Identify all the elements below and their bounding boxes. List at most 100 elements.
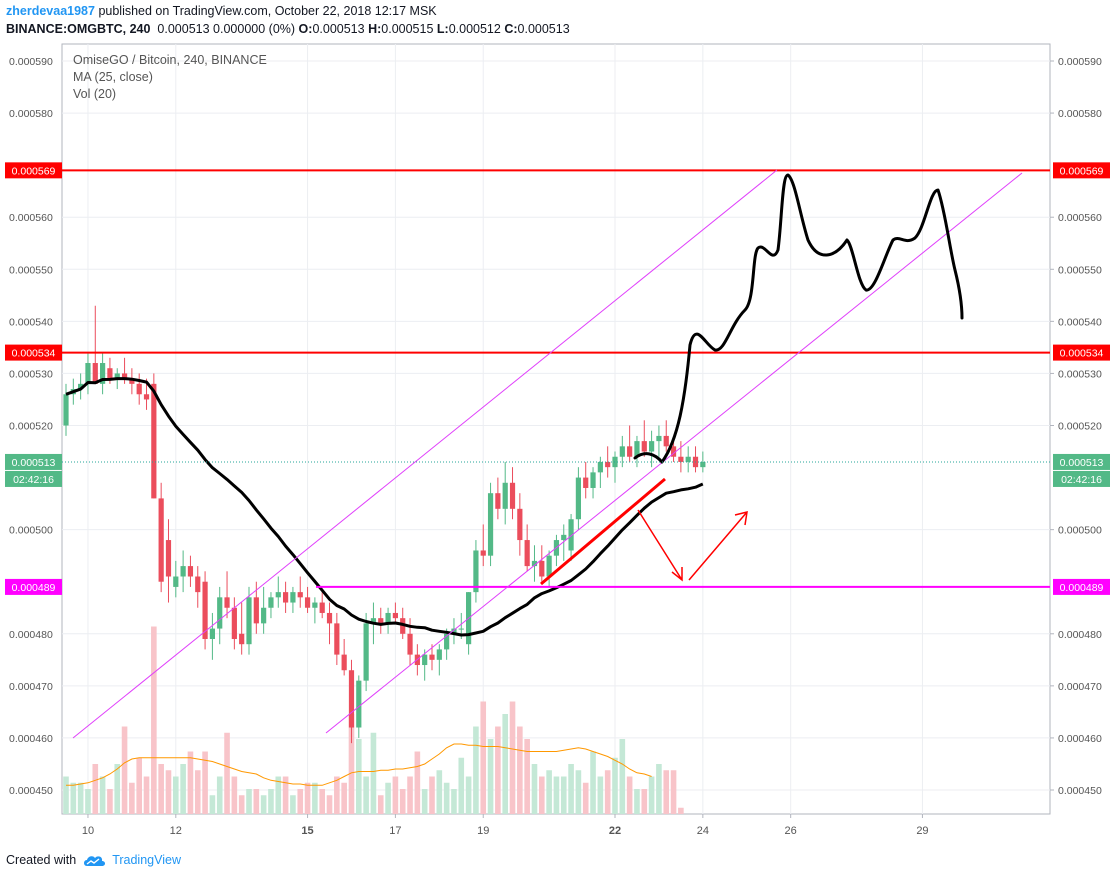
candle-body	[370, 618, 377, 624]
candle-body	[63, 394, 69, 426]
candle-body	[663, 435, 669, 447]
candle-body	[444, 633, 450, 650]
candle-body	[239, 633, 245, 645]
candle	[575, 467, 581, 530]
candle	[605, 446, 611, 478]
volume-bar	[473, 726, 479, 814]
volume-bar	[216, 776, 223, 814]
tag-support-right: 0.000489	[1053, 578, 1110, 595]
volume-bar	[202, 751, 208, 814]
candle	[495, 477, 501, 520]
candle	[634, 435, 640, 468]
x-tick-label: 15	[301, 825, 313, 837]
candle	[319, 592, 325, 619]
candle	[348, 659, 355, 744]
volume-bar	[560, 776, 567, 814]
volume-ma-line	[66, 743, 652, 786]
candle-body	[275, 592, 281, 598]
tag-countdown-left-text: 02:42:16	[13, 474, 54, 486]
candle-body	[656, 435, 662, 442]
volume-bar	[641, 789, 648, 814]
candle-body	[283, 592, 289, 603]
tag-countdown-right-bg	[1053, 470, 1110, 487]
candle-body	[78, 383, 84, 390]
x-tick-label: 22	[609, 825, 621, 837]
volume-bar	[63, 776, 69, 814]
volume-bar	[297, 789, 304, 814]
volume-bar	[480, 701, 487, 814]
candle	[187, 555, 194, 587]
candle-body	[407, 633, 413, 655]
volume-bar	[421, 789, 428, 814]
arrow-down	[637, 509, 683, 582]
candle-body	[605, 461, 611, 468]
volume-bar	[575, 770, 582, 814]
volume-bar	[136, 757, 142, 814]
y-tick-label-left: 0.000550	[9, 264, 53, 276]
candle	[136, 373, 142, 405]
volume-bar	[553, 776, 560, 814]
candle	[700, 451, 706, 473]
publish-line: zherdevaa1987 published on TradingView.c…	[6, 4, 437, 18]
candle	[583, 461, 589, 499]
candle	[239, 602, 245, 655]
candle	[539, 545, 545, 582]
y-tick-label-left: 0.000560	[9, 212, 53, 224]
candle	[561, 524, 567, 561]
candle-body	[378, 618, 384, 624]
volume-bar	[70, 782, 77, 814]
candle-body	[385, 612, 391, 624]
candle	[268, 592, 274, 619]
arrow-up	[688, 510, 748, 581]
author-link[interactable]: zherdevaa1987	[6, 4, 95, 18]
forecast-path	[633, 173, 964, 464]
volume-bar	[180, 764, 186, 814]
candle-body	[495, 493, 501, 509]
tradingview-brand[interactable]: TradingView	[82, 853, 181, 867]
tag-resistance-top-left: 0.000569	[5, 162, 62, 179]
y-tick-label-right: 0.000450	[1058, 785, 1102, 797]
volume-bar	[319, 789, 325, 814]
channel-lower	[325, 172, 1023, 734]
volume-bar	[487, 739, 494, 814]
candle	[509, 467, 516, 520]
volume-bar	[85, 789, 91, 814]
volume-bar	[143, 776, 150, 814]
volume-bar	[546, 770, 552, 814]
y-tick-label-left: 0.000500	[9, 525, 53, 537]
candle-body	[202, 581, 208, 639]
volume-bar	[194, 770, 201, 814]
candle-body	[568, 519, 574, 551]
volume-bar	[92, 764, 99, 814]
volume-bar	[151, 626, 157, 814]
tag-resistance-top-right-text: 0.000569	[1060, 165, 1104, 177]
volume-bar	[282, 776, 289, 814]
volume-bar	[99, 776, 106, 814]
candle-body	[502, 482, 508, 509]
volume-bar	[260, 795, 267, 814]
candle	[261, 586, 267, 634]
volume-bar	[443, 782, 450, 814]
tag-support-right-text: 0.000489	[1060, 582, 1104, 594]
legend-title: OmiseGO / Bitcoin, 240, BINANCE	[73, 53, 267, 67]
candle-body	[217, 597, 223, 629]
tag-resistance-top-right-bg	[1053, 162, 1110, 179]
tag-price-left-text: 0.000513	[12, 457, 56, 469]
volume-bar	[517, 726, 523, 814]
candle-body	[165, 540, 172, 577]
candle	[63, 383, 69, 436]
candle	[451, 618, 457, 645]
candle-body	[319, 602, 325, 613]
candle-body	[700, 461, 706, 468]
grid	[62, 44, 1050, 814]
candle-body	[670, 446, 677, 457]
candle-body	[268, 597, 274, 608]
volume-bar	[231, 776, 238, 814]
volume-bar	[495, 726, 501, 814]
candle-body	[114, 373, 120, 379]
candle	[209, 612, 215, 660]
tag-support-right-bg	[1053, 578, 1110, 595]
high-value: 0.000515	[381, 22, 434, 36]
plot-area[interactable]	[61, 43, 1051, 815]
